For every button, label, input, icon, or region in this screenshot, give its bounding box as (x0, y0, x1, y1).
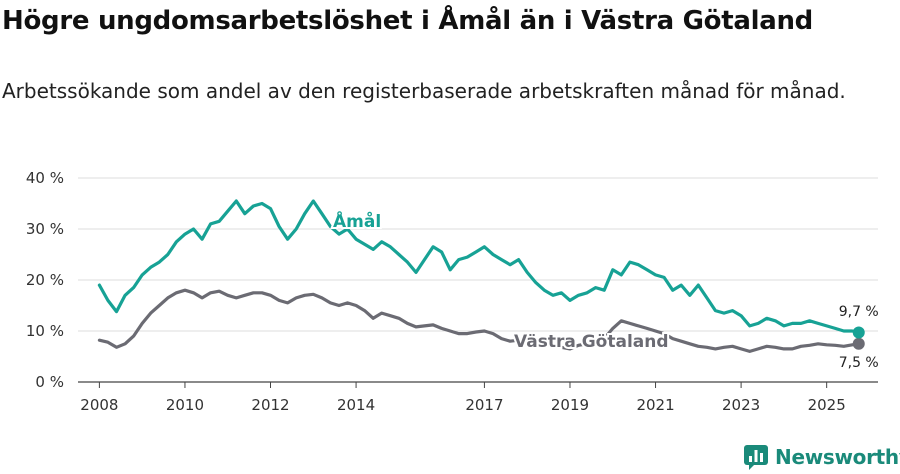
x-tick-label: 2019 (551, 396, 589, 414)
newsworthy-logo-text: Newsworthy (775, 445, 900, 469)
chart-subtitle: Arbetssökande som andel av den registerb… (2, 79, 846, 103)
x-tick-label: 2023 (722, 396, 760, 414)
end-point-amal (852, 326, 865, 339)
series-line-vastra-gotaland (97, 288, 861, 353)
series-label-vastra-gotaland: Västra Götaland (514, 332, 669, 352)
x-axis: 2008 2010 2012 2014 2017 2019 2021 2023 2025 (80, 382, 846, 414)
end-label-amal: 9,7 % (839, 304, 879, 320)
x-tick-label: 2021 (636, 396, 674, 414)
end-label-vastra-gotaland: 7,5 % (839, 355, 879, 371)
y-tick-label: 30 % (26, 220, 64, 238)
chart-title: Högre ungdomsarbetslöshet i Åmål än i Vä… (2, 6, 813, 36)
newsworthy-logo: Newsworthy (743, 442, 900, 472)
y-tick-label: 20 % (26, 271, 64, 289)
x-tick-label: 2025 (808, 396, 846, 414)
y-tick-label: 10 % (26, 322, 64, 340)
y-tick-label: 40 % (26, 169, 64, 187)
series-labels: Åmål Västra Götaland 9,7 % 7,5 % (331, 207, 879, 371)
series-label-amal: Åmål (333, 209, 381, 232)
y-axis: 0 % 10 % 20 % 30 % 40 % (26, 169, 64, 391)
newsworthy-logo-icon (744, 445, 768, 470)
series-lines (97, 199, 865, 353)
end-point-vastra-gotaland (852, 337, 865, 350)
x-tick-label: 2012 (251, 396, 289, 414)
gridlines (78, 177, 878, 383)
x-tick-label: 2014 (337, 396, 375, 414)
x-tick-label: 2008 (80, 396, 118, 414)
x-tick-label: 2017 (465, 396, 503, 414)
series-line-amal (97, 199, 861, 335)
x-tick-label: 2010 (166, 396, 204, 414)
y-tick-label: 0 % (35, 373, 64, 391)
